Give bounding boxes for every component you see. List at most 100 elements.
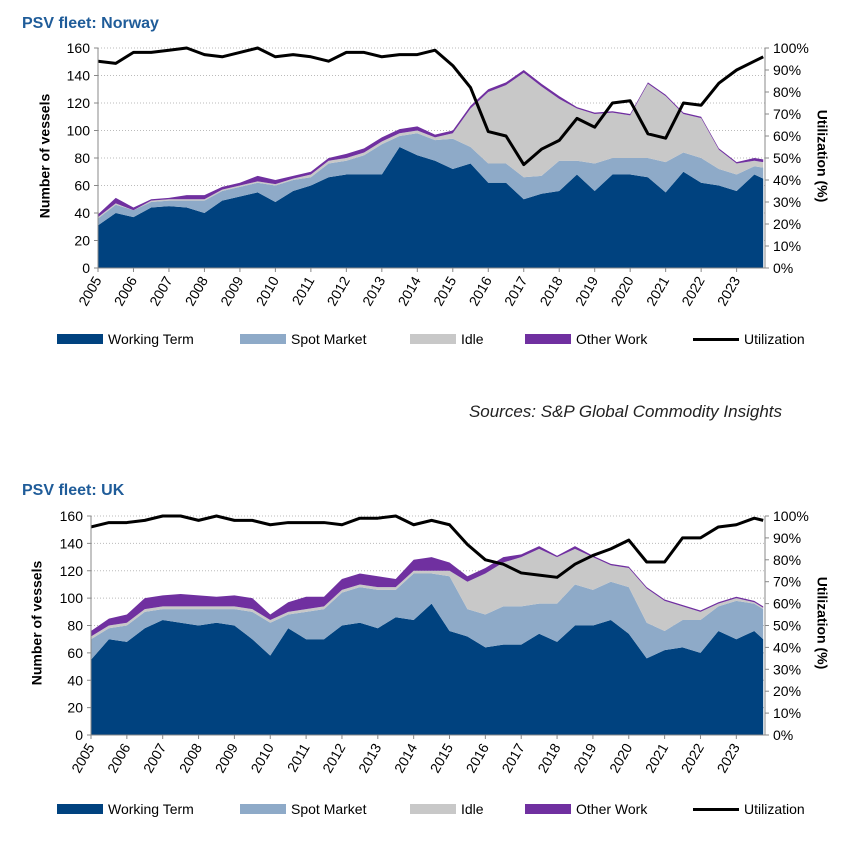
legend-item-working: Working Term xyxy=(57,331,194,347)
y-tick-label: 0 xyxy=(82,260,90,276)
y-tick-label: 60 xyxy=(67,645,83,661)
legend-item-idle: Idle xyxy=(410,801,484,817)
y2-tick-label: 70% xyxy=(773,106,801,122)
legend-item-idle: Idle xyxy=(410,331,484,347)
legend-item-other: Other Work xyxy=(525,331,647,347)
legend-item-spot: Spot Market xyxy=(240,801,366,817)
y2-tick-label: 20% xyxy=(773,216,801,232)
legend-item-other: Other Work xyxy=(525,801,647,817)
x-tick-label: 2009 xyxy=(212,740,242,775)
x-tick-label: 2013 xyxy=(355,740,385,775)
legend-label: Other Work xyxy=(576,801,648,817)
y2-tick-label: 100% xyxy=(773,508,809,524)
y-tick-label: 40 xyxy=(74,205,90,221)
y-tick-label: 60 xyxy=(74,178,90,194)
x-tick-label: 2006 xyxy=(104,740,134,775)
x-tick-label: 2009 xyxy=(217,273,247,308)
legend-norway: Working Term Spot Market Idle Other Work… xyxy=(0,331,868,351)
y2-tick-label: 70% xyxy=(773,574,801,590)
y2-tick-label: 60% xyxy=(773,596,801,612)
utilization-line xyxy=(90,514,764,579)
x-tick-label: 2011 xyxy=(284,740,313,774)
legend-label: Utilization xyxy=(744,801,805,817)
legend-item-spot: Spot Market xyxy=(240,331,366,347)
y2-tick-label: 90% xyxy=(773,530,801,546)
y-tick-label: 160 xyxy=(60,508,84,524)
y2-tick-label: 60% xyxy=(773,128,801,144)
chart-title-uk: PSV fleet: UK xyxy=(22,482,125,499)
y-tick-label: 120 xyxy=(60,563,84,579)
x-tick-label: 2013 xyxy=(359,273,389,308)
x-tick-label: 2015 xyxy=(430,273,460,308)
x-tick-label: 2018 xyxy=(536,273,566,308)
legend-label: Spot Market xyxy=(291,801,367,817)
x-tick-label: 2022 xyxy=(678,740,708,775)
y-tick-label: 20 xyxy=(74,233,90,249)
legend-label: Utilization xyxy=(744,331,805,347)
x-tick-label: 2023 xyxy=(713,740,743,775)
y2-tick-label: 90% xyxy=(773,62,801,78)
other-swatch xyxy=(525,334,571,344)
x-tick-label: 2010 xyxy=(253,273,283,308)
area-other xyxy=(91,546,764,637)
x-tick-label: 2011 xyxy=(289,273,318,307)
other-swatch xyxy=(525,804,571,814)
y-tick-label: 20 xyxy=(67,700,83,716)
spot-swatch xyxy=(240,804,286,814)
y-tick-label: 100 xyxy=(67,123,91,139)
y2-axis-title-uk: Utilization (%) xyxy=(814,576,831,670)
y2-tick-label: 0% xyxy=(773,727,793,743)
source-note: Sources: S&P Global Commodity Insights xyxy=(468,402,782,421)
y-tick-label: 0 xyxy=(75,727,83,743)
x-tick-label: 2018 xyxy=(534,740,564,775)
y2-tick-label: 40% xyxy=(773,172,801,188)
area-spot xyxy=(91,573,764,660)
area-idle xyxy=(98,72,764,219)
x-tick-label: 2007 xyxy=(146,273,176,308)
legend-label: Working Term xyxy=(108,331,194,347)
y2-axis-title-norway: Utilization (%) xyxy=(814,109,831,203)
y-tick-label: 80 xyxy=(67,618,83,634)
x-tick-label: 2017 xyxy=(498,740,528,775)
y-tick-label: 100 xyxy=(60,590,84,606)
y-axis-title-uk: Number of vessels xyxy=(28,560,45,686)
legend-label: Working Term xyxy=(108,801,194,817)
x-tick-label: 2007 xyxy=(140,740,170,775)
x-tick-label: 2015 xyxy=(427,740,457,775)
area-spot xyxy=(98,133,764,226)
chart-0: 0 20 40 60 80 100 120 140 160 0% 10% 20% 30% 40% 50% 60… xyxy=(67,40,809,308)
utilization-swatch xyxy=(693,337,739,341)
legend-label: Idle xyxy=(461,331,484,347)
area-idle xyxy=(91,548,764,640)
legend-item-working: Working Term xyxy=(57,801,194,817)
y2-tick-label: 100% xyxy=(773,40,809,56)
y-tick-label: 160 xyxy=(67,40,91,56)
chart-1: 0 20 40 60 80 100 120 140 160 0% 10% 20% 30% 40% 50% 60… xyxy=(60,508,809,775)
idle-swatch xyxy=(410,804,456,814)
y2-tick-label: 80% xyxy=(773,552,801,568)
x-tick-label: 2019 xyxy=(572,273,602,308)
spot-swatch xyxy=(240,334,286,344)
x-tick-label: 2014 xyxy=(391,740,421,775)
legend-label: Spot Market xyxy=(291,331,367,347)
y2-tick-label: 10% xyxy=(773,238,801,254)
x-tick-label: 2022 xyxy=(678,273,708,308)
y2-tick-label: 0% xyxy=(773,260,793,276)
x-tick-label: 2006 xyxy=(111,273,141,308)
y-axis-title-norway: Number of vessels xyxy=(36,93,53,219)
legend-item-utilization: Utilization xyxy=(693,331,805,347)
x-tick-label: 2016 xyxy=(463,740,493,775)
y2-tick-label: 30% xyxy=(773,194,801,210)
x-tick-label: 2014 xyxy=(394,273,424,308)
x-tick-label: 2019 xyxy=(570,740,600,775)
x-tick-label: 2016 xyxy=(465,273,495,308)
utilization-swatch xyxy=(693,807,739,811)
x-tick-label: 2021 xyxy=(643,273,673,308)
legend-item-utilization: Utilization xyxy=(693,801,805,817)
y2-tick-label: 10% xyxy=(773,705,801,721)
legend-uk: Working Term Spot Market Idle Other Work… xyxy=(0,801,868,821)
x-tick-label: 2021 xyxy=(642,740,672,775)
idle-swatch xyxy=(410,334,456,344)
legend-label: Idle xyxy=(461,801,484,817)
